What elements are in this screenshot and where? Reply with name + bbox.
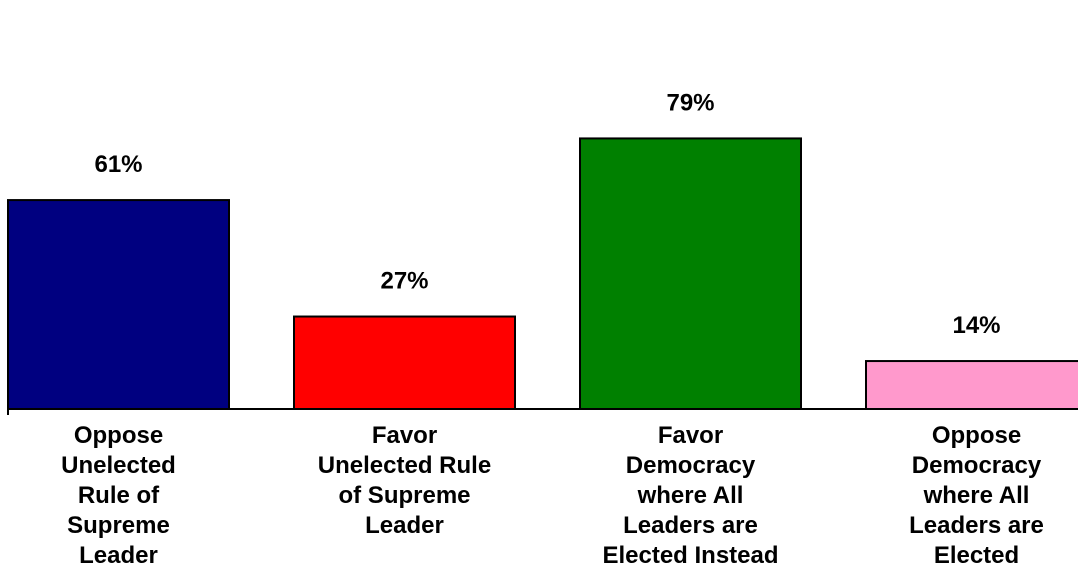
category-label-4-line-2: Democracy [912,452,1042,479]
category-labels-group: Oppose Unelected Rule of Supreme LeaderFavor… [61,422,1044,569]
category-label-2-line-4: Leader [365,512,444,539]
category-label-4: Oppose Democracy where All Leaders are Elect… [909,422,1044,569]
value-labels-group: 61% 27% 79% 14% [94,89,1000,339]
category-label-4-line-3: where All [923,482,1030,509]
category-label-4-line-4: Leaders are [909,512,1044,539]
category-label-1: Oppose Unelected Rule of Supreme Leader [61,422,176,569]
category-label-1-line-2: Unelected [61,452,176,479]
category-label-3: Favor Democracy where All Leaders are Electe… [602,422,778,569]
bar-1 [7,199,230,410]
category-label-3-line-1: Favor [658,422,723,449]
bar-2 [293,315,516,410]
value-label-3: 79% [666,89,714,116]
category-label-3-line-4: Leaders are [623,512,758,539]
category-label-1-line-1: Oppose [74,422,163,449]
category-label-2-line-2: Unelected Rule [318,452,491,479]
category-label-3-line-5: Elected Instead [602,542,778,569]
bars-group [7,137,1078,411]
bar-3 [579,137,802,411]
value-label-4: 14% [952,312,1000,339]
category-label-1-line-5: Leader [79,542,158,569]
category-label-4-line-1: Oppose [932,422,1021,449]
bar-4 [865,360,1078,410]
category-label-3-line-2: Democracy [626,452,756,479]
category-label-1-line-3: Rule of [78,482,160,509]
category-label-1-line-4: Supreme [67,512,170,539]
value-label-2: 27% [380,268,428,295]
category-label-2-line-1: Favor [372,422,437,449]
category-label-2-line-3: of Supreme [338,482,470,509]
value-label-1: 61% [94,151,142,178]
category-label-3-line-3: where All [637,482,744,509]
category-label-4-line-5: Elected [934,542,1019,569]
category-label-2: Favor Unelected Rule of Supreme Leader [318,422,491,539]
